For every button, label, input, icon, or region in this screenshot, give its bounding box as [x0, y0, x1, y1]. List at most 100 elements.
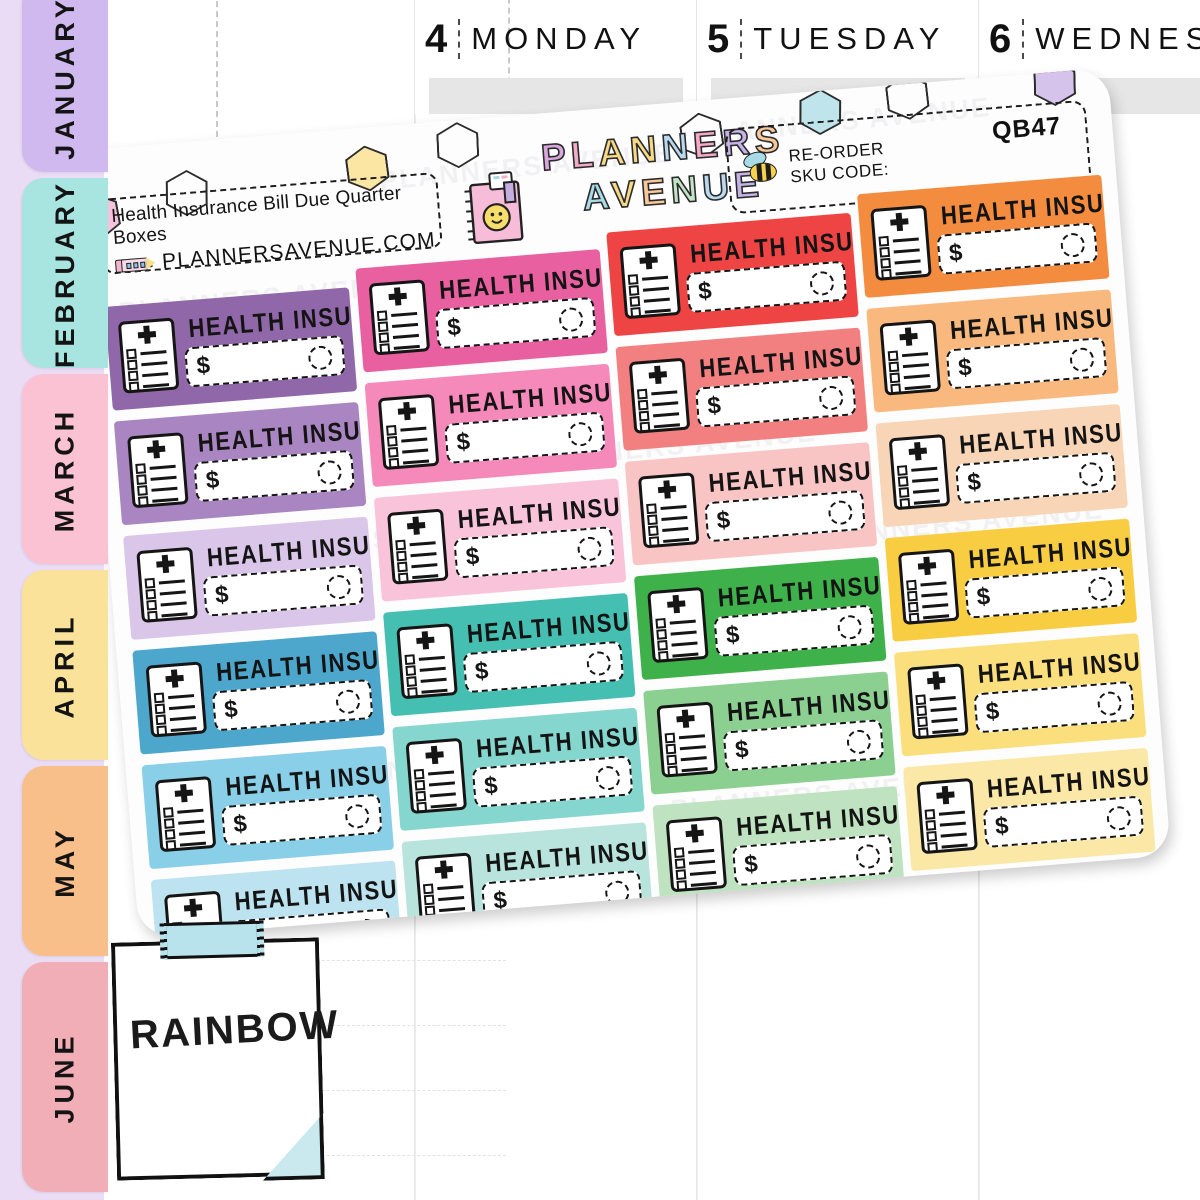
brand-logo: PLANNERS AVENUE	[457, 117, 795, 258]
checkbox-circle-icon[interactable]	[558, 306, 585, 333]
checkbox-circle-icon[interactable]	[855, 843, 882, 869]
clipboard-medical-icon	[136, 546, 198, 623]
dollar-sign-icon: $	[232, 809, 248, 838]
planner-rule-line	[216, 1090, 506, 1091]
sticky-note[interactable]: RAINBOW	[108, 918, 341, 1186]
checkbox-circle-icon[interactable]	[344, 802, 371, 829]
sticker-health-insurance[interactable]: HEALTH INSURANCE$	[373, 478, 627, 602]
dollar-sign-icon: $	[455, 427, 471, 456]
month-tab-label: APRIL	[49, 612, 80, 718]
clipboard-medical-icon	[396, 623, 458, 700]
month-tab-april[interactable]: APRIL	[22, 570, 108, 760]
sticker-health-insurance[interactable]: HEALTH INSURANCE$	[643, 671, 896, 795]
checkbox-circle-icon[interactable]	[809, 269, 835, 296]
dollar-sign-icon: $	[994, 811, 1010, 840]
clipboard-medical-icon	[637, 472, 700, 549]
pencil-icon	[114, 256, 156, 273]
sticker-health-insurance[interactable]: HEALTH INSURANCE$	[606, 212, 859, 337]
dollar-sign-icon: $	[697, 276, 713, 305]
checkbox-circle-icon[interactable]	[1096, 690, 1123, 717]
dollar-sign-icon: $	[957, 353, 973, 382]
dollar-sign-icon: $	[947, 238, 964, 267]
month-tab-january[interactable]: JANUARY	[22, 0, 108, 172]
checkbox-circle-icon[interactable]	[818, 384, 845, 411]
sticker-health-insurance[interactable]: HEALTH INSURANCE$	[633, 556, 887, 681]
clipboard-medical-icon	[628, 357, 691, 434]
month-tab-label: FEBRUARY	[49, 178, 80, 368]
sticker-health-insurance[interactable]: HEALTH INSURANCE$	[364, 363, 618, 488]
clipboard-medical-icon	[656, 701, 718, 778]
month-tab-label: JANUARY	[49, 0, 80, 160]
day-name: TUESDAY	[753, 21, 947, 56]
sticker-health-insurance[interactable]: HEALTH INSURANCE$	[875, 403, 1128, 528]
note-paper	[111, 937, 325, 1180]
dollar-sign-icon: $	[743, 849, 759, 878]
sticker-health-insurance[interactable]: HEALTH INSURANCE$	[113, 401, 367, 526]
dollar-sign-icon: $	[195, 351, 212, 380]
day-header: 4 MONDAY	[415, 0, 697, 78]
clipboard-medical-icon	[117, 317, 180, 394]
sticker-health-insurance[interactable]: HEALTH INSURANCE$	[615, 327, 869, 451]
sticker-health-insurance[interactable]: HEALTH INSURANCE$	[141, 745, 395, 870]
checkbox-circle-icon[interactable]	[325, 573, 352, 600]
planner-rule-line	[216, 960, 506, 961]
checkbox-circle-icon[interactable]	[576, 535, 603, 562]
checkbox-circle-icon[interactable]	[1087, 575, 1114, 602]
checkbox-circle-icon[interactable]	[567, 420, 594, 447]
checkbox-circle-icon[interactable]	[1069, 346, 1095, 373]
checkbox-circle-icon[interactable]	[585, 650, 612, 676]
sticker-health-insurance[interactable]: HEALTH INSURANCE$	[884, 518, 1138, 642]
dollar-sign-icon: $	[204, 465, 221, 494]
day-header: 6 WEDNESDAY	[979, 0, 1200, 78]
dollar-sign-icon: $	[446, 313, 462, 342]
sticker-sheet[interactable]: PLANNERS AVENUE PLANNERS AVENUE PLANNERS…	[75, 67, 1172, 939]
clipboard-medical-icon	[916, 777, 978, 855]
month-tab-june[interactable]: JUNE	[22, 962, 108, 1192]
column-purple-blue: HEALTH INSURANCE $ HEALTH INSURANCE $ HEALTH…	[104, 287, 405, 939]
checkbox-circle-icon[interactable]	[307, 344, 334, 371]
checkbox-circle-icon[interactable]	[1059, 231, 1086, 258]
sticker-health-insurance[interactable]: HEALTH INSURANCE$	[856, 174, 1110, 298]
dollar-sign-icon: $	[213, 580, 230, 609]
sticker-health-insurance[interactable]: HEALTH INSURANCE$	[104, 287, 358, 411]
clipboard-medical-icon	[888, 434, 951, 511]
month-tab-may[interactable]: MAY	[22, 766, 108, 956]
sticker-health-insurance[interactable]: HEALTH INSURANCE$	[624, 442, 878, 566]
sticker-health-insurance[interactable]: HEALTH INSURANCE$	[383, 592, 636, 717]
clipboard-medical-icon	[870, 204, 932, 282]
clipboard-medical-icon	[387, 508, 449, 585]
checkbox-circle-icon[interactable]	[316, 459, 343, 485]
checkbox-circle-icon[interactable]	[827, 499, 854, 526]
checkbox-circle-icon[interactable]	[836, 613, 863, 640]
sticker-health-insurance[interactable]: HEALTH INSURANCE$	[392, 707, 645, 831]
sticker-health-insurance[interactable]: HEALTH INSURANCE$	[132, 631, 385, 755]
column-pink-teal: HEALTH INSURANCE $ HEALTH INSURANCE $ HEALTH…	[355, 249, 655, 939]
dollar-sign-icon: $	[724, 620, 741, 649]
checkbox-circle-icon[interactable]	[845, 728, 872, 755]
clipboard-medical-icon	[897, 548, 960, 625]
day-name: WEDNESDAY	[1035, 21, 1200, 56]
sticker-health-insurance[interactable]: HEALTH INSURANCE$	[866, 289, 1119, 413]
month-tab-february[interactable]: FEBRUARY	[22, 178, 108, 368]
day-name: MONDAY	[471, 21, 648, 56]
checkbox-circle-icon[interactable]	[1078, 460, 1105, 487]
sku-code: QB47	[990, 111, 1063, 146]
checkbox-circle-icon[interactable]	[595, 764, 621, 791]
month-tab-label: MAY	[49, 824, 80, 898]
month-tab-march[interactable]: MARCH	[22, 374, 108, 564]
clipboard-medical-icon	[368, 279, 431, 356]
sticker-health-insurance[interactable]: HEALTH INSURANCE$	[123, 516, 376, 640]
clipboard-medical-icon	[127, 432, 189, 509]
clipboard-medical-icon	[154, 775, 217, 853]
sticker-health-insurance[interactable]: HEALTH INSURANCE$	[893, 633, 1147, 757]
clipboard-medical-icon	[879, 319, 942, 396]
day-divider	[740, 19, 743, 59]
checkbox-circle-icon[interactable]	[335, 688, 361, 715]
sticker-health-insurance[interactable]: HEALTH INSURANCE$	[903, 747, 1156, 872]
month-tab-label: JUNE	[49, 1030, 80, 1124]
checkbox-circle-icon[interactable]	[1105, 804, 1132, 831]
clipboard-medical-icon	[405, 737, 468, 815]
clipboard-medical-icon	[665, 816, 728, 893]
washi-tape-icon	[163, 920, 261, 960]
sticker-health-insurance[interactable]: HEALTH INSURANCE$	[355, 249, 608, 373]
